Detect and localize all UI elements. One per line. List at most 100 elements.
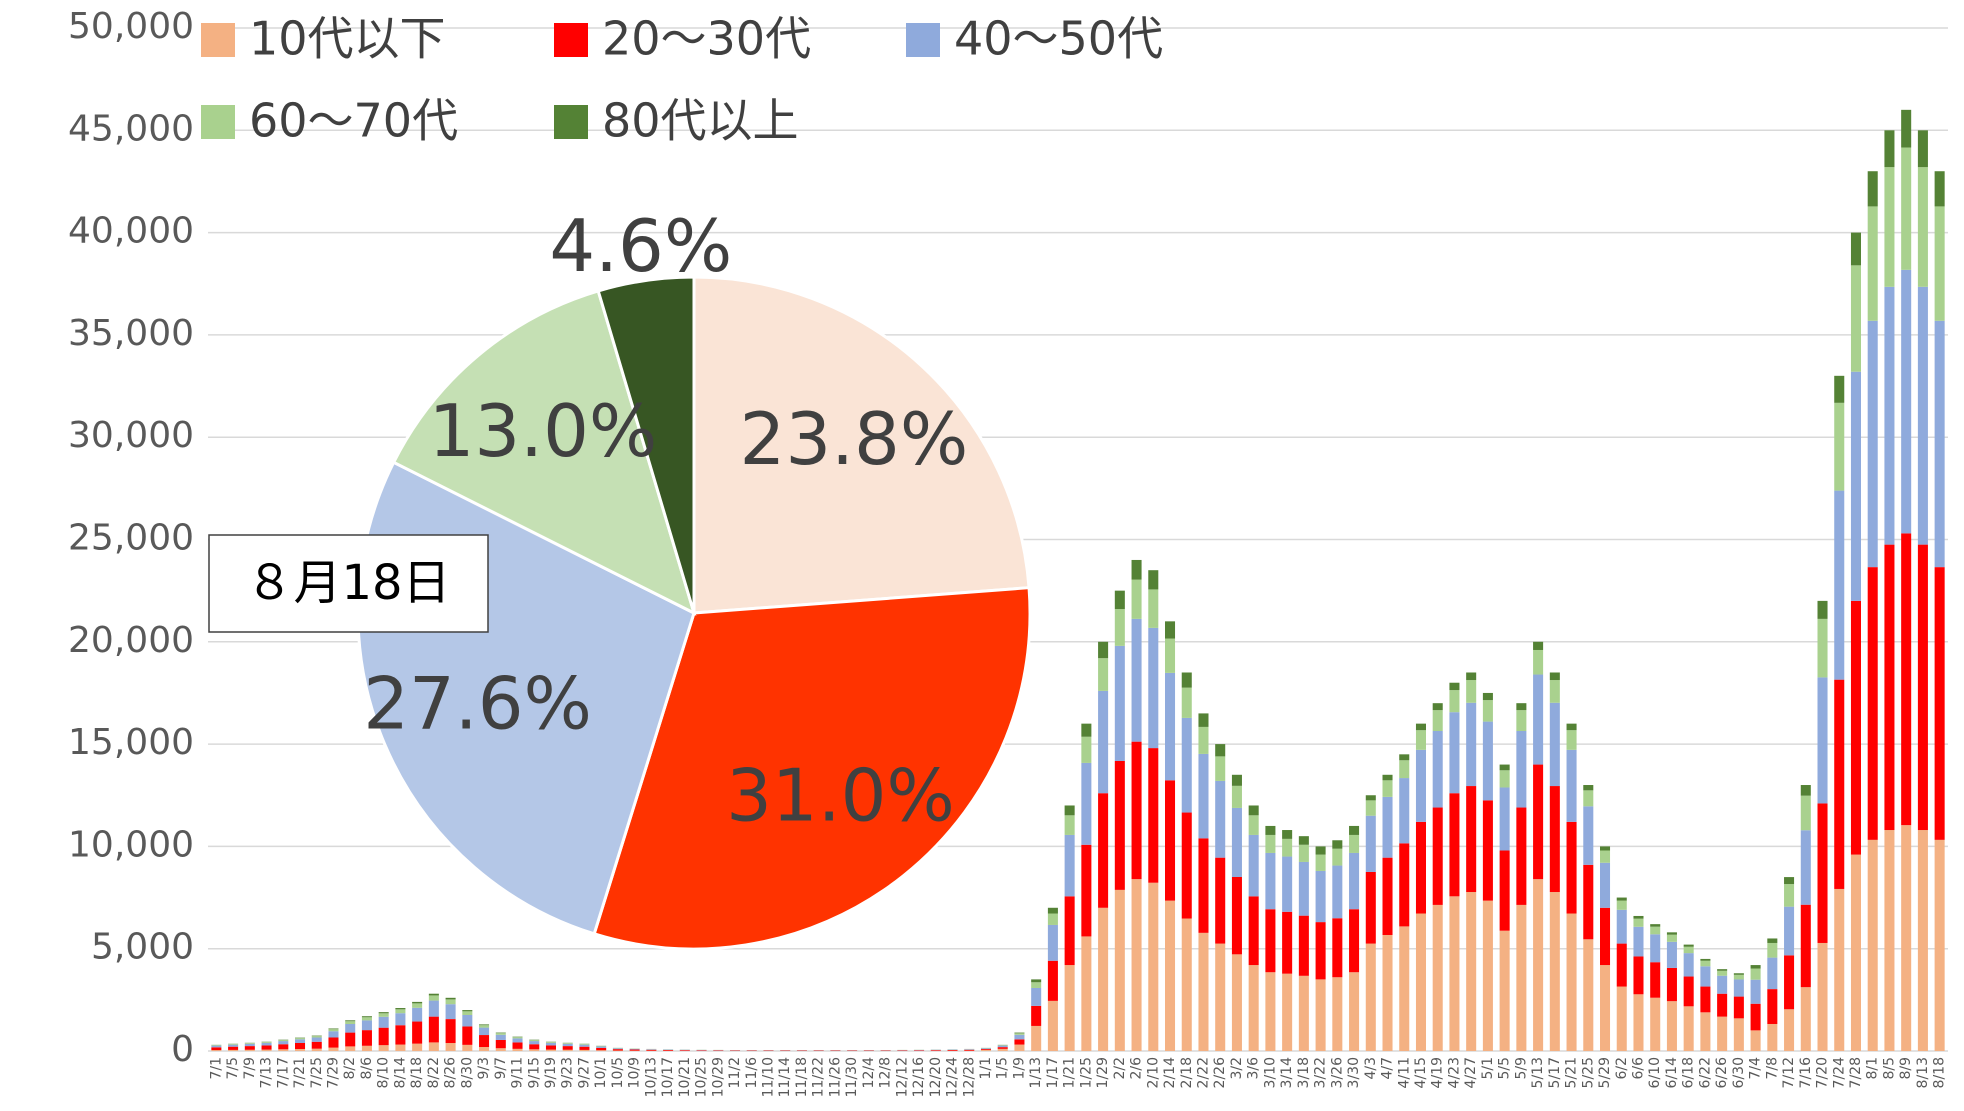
bar-segment bbox=[1081, 762, 1092, 845]
bar-segment bbox=[1934, 839, 1945, 1051]
bar-segment bbox=[1700, 960, 1711, 967]
bar-segment bbox=[529, 1040, 540, 1042]
bar-segment bbox=[579, 1044, 590, 1047]
bar-segment bbox=[1901, 269, 1912, 534]
bar-segment bbox=[1098, 641, 1109, 659]
bar-segment bbox=[1482, 800, 1493, 901]
x-tick-label: 10/1 bbox=[593, 1057, 609, 1088]
bar-segment bbox=[1399, 754, 1410, 761]
bar-segment bbox=[545, 1045, 556, 1050]
bar-segment bbox=[428, 993, 439, 996]
x-tick-label: 11/6 bbox=[744, 1057, 760, 1089]
bar-segment bbox=[1064, 834, 1075, 897]
x-tick-label: 10/25 bbox=[694, 1057, 710, 1097]
bar-segment bbox=[311, 1037, 322, 1042]
pie-slice bbox=[391, 289, 697, 616]
x-tick-label: 6/22 bbox=[1697, 1057, 1713, 1088]
x-tick-label: 1/29 bbox=[1095, 1057, 1111, 1088]
bar-segment bbox=[1432, 731, 1443, 808]
bar-segment bbox=[1834, 888, 1845, 1051]
x-tick-label: 7/1 bbox=[208, 1057, 224, 1080]
bar-segment bbox=[1566, 723, 1577, 731]
bar-segment bbox=[512, 1038, 523, 1043]
bar-segment bbox=[361, 1016, 372, 1018]
x-tick-label: 5/29 bbox=[1597, 1057, 1613, 1088]
x-tick-label: 8/30 bbox=[459, 1057, 475, 1088]
bar-segment bbox=[361, 1030, 372, 1046]
bar-segment bbox=[1198, 713, 1209, 727]
bar-segment bbox=[1365, 800, 1376, 816]
bar-segment bbox=[1549, 672, 1560, 681]
bar-segment bbox=[1282, 856, 1293, 912]
bar-segment bbox=[1047, 907, 1058, 914]
x-tick-label: 8/26 bbox=[443, 1057, 459, 1089]
x-tick-label: 2/10 bbox=[1145, 1057, 1161, 1088]
bar-segment bbox=[1131, 879, 1142, 1051]
bar-segment bbox=[1666, 967, 1677, 1002]
bar-segment bbox=[412, 1043, 423, 1051]
bar-segment bbox=[1365, 871, 1376, 944]
bar-segment bbox=[1784, 884, 1795, 907]
bar-segment bbox=[1901, 147, 1912, 270]
x-tick-label: 7/16 bbox=[1798, 1057, 1814, 1089]
bar-segment bbox=[1382, 774, 1393, 781]
bar-segment bbox=[1215, 744, 1226, 757]
bar-segment bbox=[1031, 1005, 1042, 1026]
bar-segment bbox=[1549, 702, 1560, 787]
bar-segment bbox=[1181, 687, 1192, 718]
bar-segment bbox=[479, 1035, 490, 1048]
bar-segment bbox=[1717, 969, 1728, 971]
bar-segment bbox=[1516, 710, 1527, 732]
x-tick-label: 8/18 bbox=[1932, 1057, 1948, 1088]
x-tick-label: 5/17 bbox=[1547, 1057, 1563, 1088]
x-tick-label: 6/26 bbox=[1714, 1057, 1730, 1089]
bar-segment bbox=[1700, 986, 1711, 1013]
bar-segment bbox=[378, 1013, 389, 1017]
x-tick-label: 4/23 bbox=[1446, 1057, 1462, 1088]
x-tick-label: 8/1 bbox=[1865, 1057, 1881, 1080]
bar-segment bbox=[1415, 913, 1426, 1051]
bar-segment bbox=[378, 1012, 389, 1014]
x-tick-label: 6/6 bbox=[1630, 1057, 1646, 1080]
annotation-box bbox=[208, 534, 489, 633]
bar-segment bbox=[428, 1016, 439, 1043]
bar-segment bbox=[462, 1026, 473, 1045]
x-tick-label: 8/2 bbox=[342, 1057, 358, 1080]
x-tick-label: 5/5 bbox=[1497, 1057, 1513, 1080]
bar-segment bbox=[1817, 618, 1828, 678]
bar-segment bbox=[1767, 989, 1778, 1024]
x-tick-label: 11/18 bbox=[794, 1057, 810, 1097]
bar-segment bbox=[1365, 943, 1376, 1051]
bar-segment bbox=[1081, 844, 1092, 937]
bar-segment bbox=[1917, 830, 1928, 1051]
bar-segment bbox=[1800, 904, 1811, 988]
bar-segment bbox=[1683, 976, 1694, 1007]
bar-segment bbox=[512, 1037, 523, 1039]
bar-segment bbox=[1683, 946, 1694, 954]
bar-segment bbox=[1616, 909, 1627, 944]
bar-segment bbox=[1231, 954, 1242, 1051]
bar-segment bbox=[1650, 924, 1661, 927]
bar-segment bbox=[1466, 892, 1477, 1051]
bar-segment bbox=[228, 1049, 239, 1051]
bar-segment bbox=[1415, 730, 1426, 750]
bar-segment bbox=[1683, 1006, 1694, 1051]
pie-label: 31.0% bbox=[726, 754, 955, 838]
bar-segment bbox=[1717, 970, 1728, 976]
bar-segment bbox=[1432, 807, 1443, 905]
bar-segment bbox=[1901, 825, 1912, 1051]
bar-segment bbox=[1365, 795, 1376, 801]
bar-segment bbox=[1482, 900, 1493, 1051]
bar-segment bbox=[361, 1020, 372, 1031]
bar-segment bbox=[1265, 852, 1276, 910]
x-tick-label: 6/30 bbox=[1731, 1057, 1747, 1088]
bar-segment bbox=[479, 1027, 490, 1036]
bar-segment bbox=[1248, 896, 1259, 966]
bar-segment bbox=[1165, 621, 1176, 639]
bar-segment bbox=[1449, 712, 1460, 794]
bar-segment bbox=[1282, 838, 1293, 857]
bar-segment bbox=[1014, 1034, 1025, 1040]
bar-segment bbox=[1499, 770, 1510, 788]
bar-segment bbox=[211, 1047, 222, 1051]
bar-segment bbox=[545, 1042, 556, 1043]
